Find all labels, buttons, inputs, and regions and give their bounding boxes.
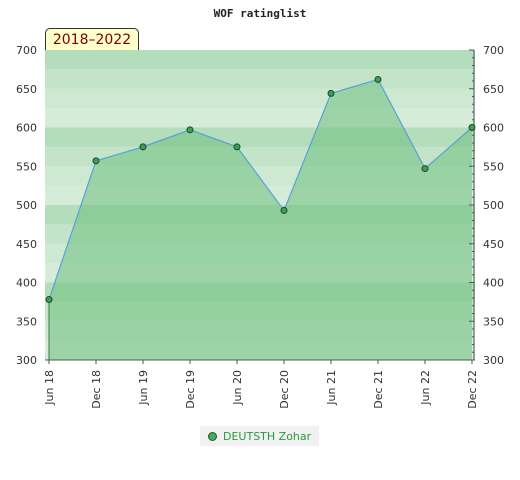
- background-band: [45, 69, 475, 89]
- y-tick-label-right: 550: [483, 160, 504, 173]
- data-point[interactable]: [186, 126, 194, 134]
- y-axis-left: 300 350 400 450 500 550 600 650 700: [16, 44, 37, 367]
- background-band: [45, 88, 475, 109]
- y-tick-label-right: 500: [483, 199, 504, 212]
- y-tick-label-right: 400: [483, 277, 504, 290]
- x-tick-label: Dec 19: [184, 370, 197, 409]
- y-tick-label-left: 400: [16, 277, 37, 290]
- y-tick-label-right: 700: [483, 44, 504, 57]
- data-point[interactable]: [374, 75, 382, 83]
- x-axis: Jun 18 Dec 18 Jun 19 Dec 19 Jun 20 Dec 20 Jun …: [43, 359, 479, 409]
- background-band: [45, 50, 475, 70]
- x-tick-label: Dec 20: [278, 370, 291, 409]
- data-point[interactable]: [92, 157, 100, 165]
- data-points: [45, 75, 476, 304]
- y-tick-label-right: 350: [483, 315, 504, 328]
- y-axis-right: 300 350 400 450 500 550 600 650 700: [469, 44, 504, 367]
- series-line: [48, 78, 473, 300]
- y-tick-label-left: 350: [16, 315, 37, 328]
- y-tick-label-left: 500: [16, 199, 37, 212]
- data-point[interactable]: [280, 206, 288, 214]
- y-tick-label-left: 300: [16, 354, 37, 367]
- data-point[interactable]: [233, 143, 241, 151]
- data-point[interactable]: [139, 143, 147, 151]
- y-tick-label-left: 550: [16, 160, 37, 173]
- y-tick-label-right: 450: [483, 238, 504, 251]
- y-tick-label-left: 600: [16, 122, 37, 135]
- area-layer: [48, 78, 473, 360]
- x-tick-label: Jun 20: [231, 370, 244, 406]
- x-tick-label: Dec 21: [372, 370, 385, 409]
- data-point[interactable]: [45, 296, 53, 304]
- y-tick-label-left: 700: [16, 44, 37, 57]
- y-tick-label-left: 450: [16, 238, 37, 251]
- y-tick-label-right: 650: [483, 83, 504, 96]
- data-point[interactable]: [468, 124, 476, 131]
- x-tick-label: Jun 21: [325, 370, 338, 406]
- background-band: [45, 108, 475, 128]
- data-point[interactable]: [327, 89, 335, 97]
- x-tick-label: Jun 18: [43, 370, 56, 406]
- period-badge-label: 2018–2022: [52, 31, 132, 48]
- y-tick-label-right: 600: [483, 122, 504, 135]
- series-area: [49, 79, 472, 360]
- y-tick-label-right: 300: [483, 354, 504, 367]
- period-badge: 2018–2022: [45, 28, 139, 50]
- y-tick-label-left: 650: [16, 83, 37, 96]
- legend-marker-icon: [208, 431, 217, 441]
- legend-label: DEUTSTH Zohar: [223, 429, 312, 443]
- data-point[interactable]: [421, 165, 429, 173]
- legend[interactable]: DEUTSTH Zohar: [200, 426, 320, 446]
- chart-title: WOF ratinglist: [214, 7, 307, 20]
- x-tick-label: Jun 22: [419, 370, 432, 406]
- x-tick-label: Jun 19: [137, 370, 150, 406]
- x-tick-label: Dec 22: [466, 370, 479, 409]
- x-tick-label: Dec 18: [90, 370, 103, 409]
